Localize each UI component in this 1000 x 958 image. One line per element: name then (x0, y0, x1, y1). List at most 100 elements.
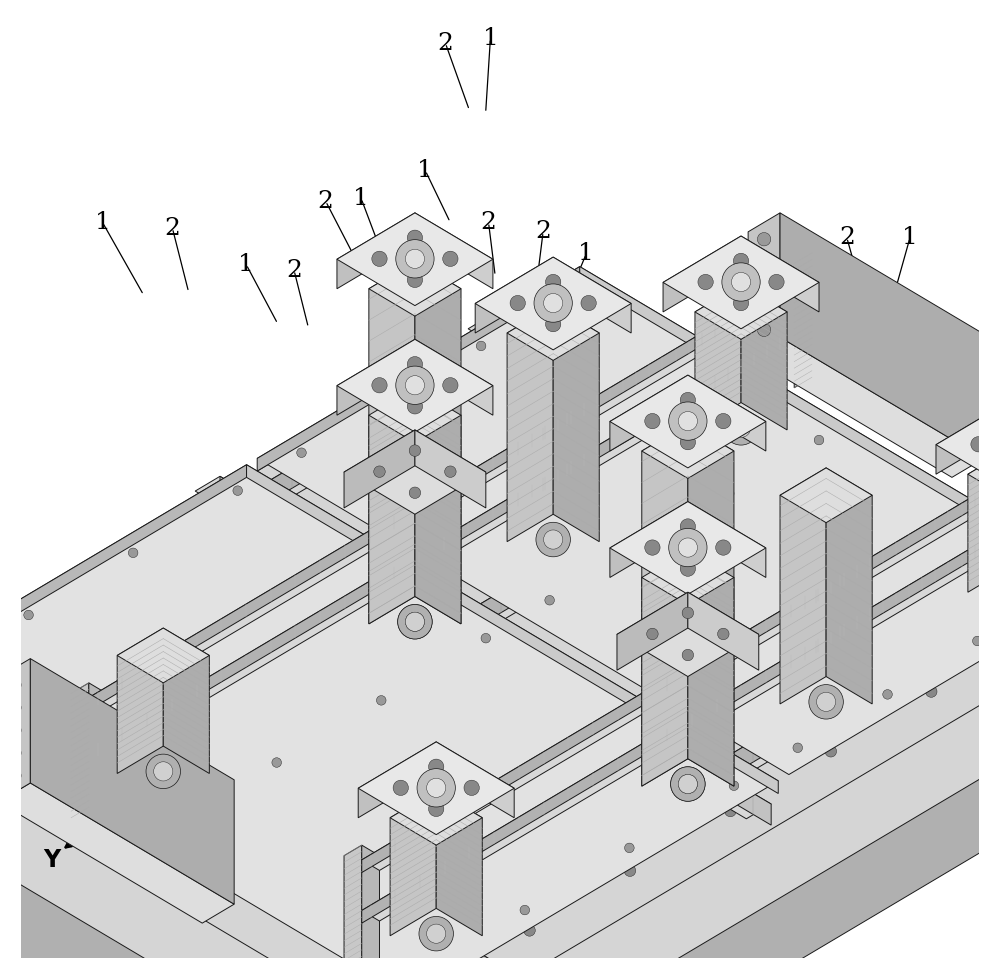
Polygon shape (688, 550, 734, 787)
Polygon shape (337, 339, 415, 415)
Circle shape (429, 801, 444, 816)
Circle shape (997, 573, 1000, 607)
Polygon shape (89, 683, 107, 818)
Polygon shape (663, 236, 819, 329)
Polygon shape (688, 376, 766, 451)
Polygon shape (195, 476, 771, 819)
Circle shape (698, 274, 713, 289)
Circle shape (398, 604, 432, 639)
Polygon shape (220, 476, 771, 825)
Circle shape (809, 685, 843, 719)
Polygon shape (89, 459, 594, 759)
Polygon shape (98, 409, 808, 853)
Circle shape (494, 669, 506, 680)
Circle shape (427, 778, 446, 797)
Circle shape (24, 610, 33, 620)
Circle shape (445, 466, 456, 477)
Circle shape (393, 780, 408, 795)
Polygon shape (436, 790, 482, 936)
Circle shape (973, 636, 982, 646)
Circle shape (396, 366, 434, 404)
Text: 2: 2 (481, 211, 496, 234)
Polygon shape (362, 845, 379, 958)
Circle shape (547, 342, 559, 354)
Circle shape (724, 489, 734, 498)
Text: 1: 1 (634, 386, 650, 409)
Circle shape (669, 402, 707, 441)
Polygon shape (390, 790, 436, 936)
Circle shape (8, 723, 21, 737)
Polygon shape (553, 306, 599, 541)
Circle shape (769, 274, 784, 289)
Polygon shape (642, 423, 734, 478)
Polygon shape (436, 741, 514, 818)
Circle shape (405, 612, 425, 631)
Polygon shape (507, 306, 599, 360)
Polygon shape (936, 399, 1000, 474)
Polygon shape (507, 306, 553, 541)
Polygon shape (523, 282, 789, 452)
Circle shape (405, 376, 425, 395)
Circle shape (272, 758, 281, 767)
Circle shape (476, 341, 486, 351)
Circle shape (376, 696, 386, 705)
Circle shape (544, 293, 563, 312)
Polygon shape (642, 550, 688, 787)
Circle shape (926, 686, 937, 697)
Circle shape (398, 604, 432, 639)
Circle shape (680, 561, 696, 577)
Circle shape (825, 745, 837, 757)
Circle shape (695, 549, 707, 560)
Circle shape (757, 301, 771, 314)
Circle shape (682, 607, 694, 619)
Polygon shape (849, 570, 867, 593)
Polygon shape (415, 339, 493, 415)
Polygon shape (0, 285, 1000, 958)
Circle shape (678, 774, 697, 793)
Text: 2: 2 (164, 217, 180, 240)
Text: Y: Y (43, 848, 60, 873)
Circle shape (394, 728, 405, 740)
Polygon shape (390, 790, 482, 845)
Circle shape (407, 230, 423, 245)
Polygon shape (0, 285, 599, 728)
Polygon shape (362, 621, 867, 921)
Circle shape (443, 251, 458, 266)
Circle shape (146, 581, 157, 592)
Circle shape (8, 678, 21, 692)
Circle shape (725, 806, 736, 817)
Circle shape (733, 253, 749, 268)
Polygon shape (0, 285, 624, 722)
Circle shape (625, 843, 634, 853)
Polygon shape (780, 468, 872, 523)
Circle shape (680, 435, 696, 450)
Polygon shape (576, 459, 594, 482)
Circle shape (8, 746, 21, 760)
Text: 1: 1 (578, 242, 594, 265)
Polygon shape (0, 465, 247, 696)
Circle shape (682, 650, 694, 661)
Circle shape (546, 316, 561, 331)
Polygon shape (369, 262, 461, 316)
Polygon shape (475, 257, 553, 333)
Text: 1: 1 (483, 27, 498, 50)
Polygon shape (748, 213, 780, 356)
Polygon shape (936, 399, 1000, 491)
Polygon shape (688, 423, 734, 787)
Polygon shape (415, 213, 493, 288)
Polygon shape (369, 388, 415, 624)
Circle shape (154, 762, 173, 781)
Text: 2: 2 (286, 259, 302, 282)
Circle shape (429, 759, 444, 774)
Polygon shape (362, 570, 849, 873)
Circle shape (481, 633, 491, 643)
Polygon shape (337, 339, 493, 432)
Circle shape (407, 399, 423, 414)
Circle shape (757, 323, 771, 336)
Circle shape (405, 612, 425, 631)
Polygon shape (968, 446, 1000, 502)
Circle shape (427, 924, 446, 944)
Polygon shape (0, 659, 30, 802)
Circle shape (546, 274, 561, 289)
Circle shape (678, 538, 697, 558)
